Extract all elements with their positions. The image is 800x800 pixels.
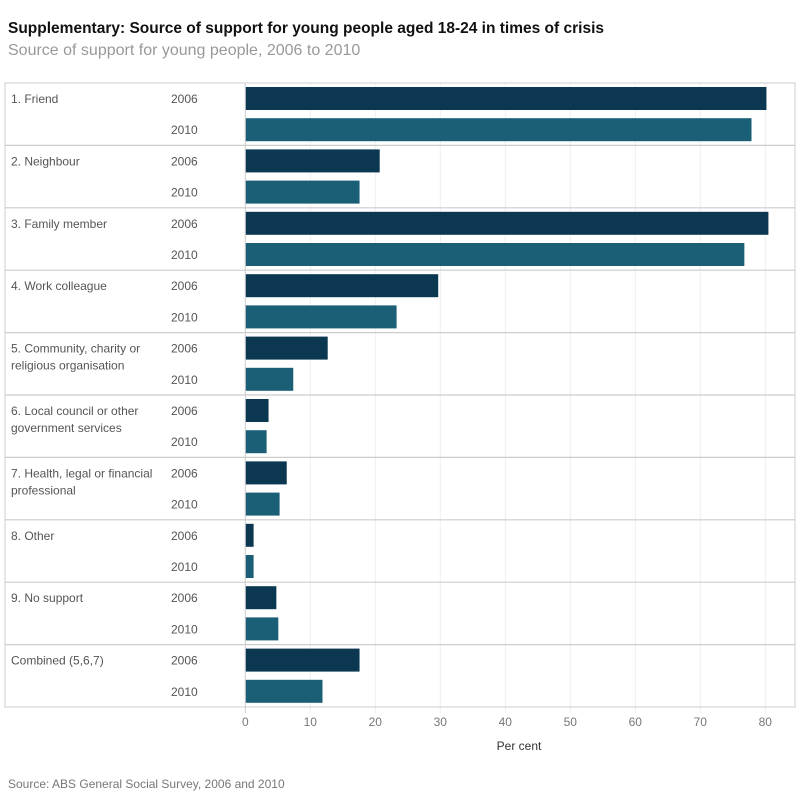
category-label: 5. Community, charity or: [11, 342, 140, 356]
bar-2010: [245, 180, 360, 204]
year-label: 2006: [171, 591, 198, 605]
x-tick-label: 10: [304, 715, 318, 729]
bar-2006: [245, 648, 360, 672]
year-label: 2010: [171, 435, 198, 449]
category-label: 1. Friend: [11, 92, 58, 106]
x-tick-label: 50: [564, 715, 578, 729]
year-label: 2006: [171, 404, 198, 418]
source-note: Source: ABS General Social Survey, 2006 …: [8, 777, 285, 791]
x-tick-label: 70: [694, 715, 708, 729]
year-label: 2010: [171, 622, 198, 636]
year-label: 2006: [171, 217, 198, 231]
category-label: 3. Family member: [11, 217, 107, 231]
year-label: 2006: [171, 654, 198, 668]
year-label: 2010: [171, 498, 198, 512]
year-label: 2010: [171, 310, 198, 324]
category-label: religious organisation: [11, 359, 124, 373]
x-tick-label: 80: [759, 715, 773, 729]
year-label: 2010: [171, 560, 198, 574]
category-label: 8. Other: [11, 529, 54, 543]
year-label: 2006: [171, 154, 198, 168]
bar-2010: [245, 305, 397, 329]
bar-2010: [245, 617, 279, 641]
x-tick-label: 20: [369, 715, 383, 729]
year-label: 2010: [171, 123, 198, 137]
bar-2006: [245, 274, 439, 298]
year-label: 2010: [171, 685, 198, 699]
category-label: 4. Work colleague: [11, 279, 107, 293]
bar-2010: [245, 492, 280, 516]
x-axis-title: Per cent: [497, 739, 542, 753]
x-tick-label: 0: [242, 715, 249, 729]
category-label: 2. Neighbour: [11, 154, 80, 168]
x-tick-label: 30: [434, 715, 448, 729]
category-label: 9. No support: [11, 591, 84, 605]
year-label: 2006: [171, 279, 198, 293]
year-label: 2010: [171, 373, 198, 387]
category-label: 6. Local council or other: [11, 404, 138, 418]
chart-subtitle: Source of support for young people, 2006…: [8, 42, 361, 59]
x-tick-label: 60: [629, 715, 643, 729]
chart-title: Supplementary: Source of support for you…: [8, 20, 605, 37]
bar-2006: [245, 87, 767, 110]
bar-2006: [245, 523, 254, 547]
bar-2006: [245, 211, 769, 235]
bar-2006: [245, 149, 380, 173]
year-label: 2006: [171, 92, 198, 106]
year-label: 2006: [171, 342, 198, 356]
category-label: 7. Health, legal or financial: [11, 466, 152, 480]
category-label: professional: [11, 483, 76, 497]
year-label: 2010: [171, 186, 198, 200]
category-label: government services: [11, 421, 122, 435]
year-label: 2010: [171, 248, 198, 262]
year-label: 2006: [171, 466, 198, 480]
bar-2006: [245, 586, 277, 610]
bar-2010: [245, 555, 254, 578]
year-label: 2006: [171, 529, 198, 543]
category-label: Combined (5,6,7): [11, 654, 104, 668]
x-tick-label: 40: [499, 715, 513, 729]
bar-2006: [245, 336, 328, 360]
bar-2010: [245, 679, 323, 703]
bar-2010: [245, 118, 752, 142]
bar-2010: [245, 367, 294, 391]
bar-2006: [245, 399, 269, 422]
bar-2006: [245, 461, 287, 485]
bar-2010: [245, 430, 267, 454]
bar-2010: [245, 243, 745, 266]
